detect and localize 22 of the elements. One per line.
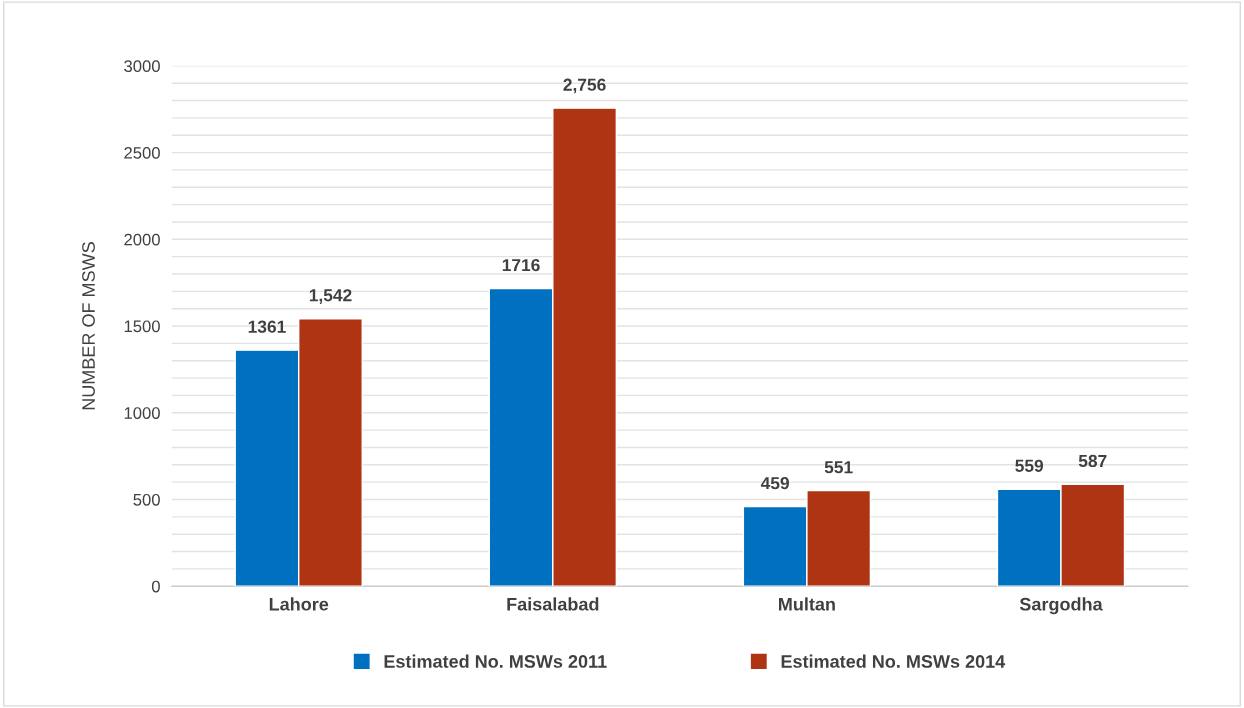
data-label: 1716 [502,258,540,272]
data-label: 587 [1078,454,1107,468]
data-label: 1361 [248,320,286,333]
y-tick-label: 0 [151,580,160,593]
data-label: 559 [1015,459,1044,472]
y-tick-label: 500 [133,493,160,506]
y-tick-label: 2500 [124,146,160,159]
legend-label: Estimated No. MSWs 2011 [384,654,607,668]
x-tick-label: Sargodha [1019,597,1103,615]
legend-label: Estimated No. MSWs 2014 [781,654,1006,668]
y-axis-title: NUMBER OF MSWS [82,242,95,410]
y-tick-label: 2000 [124,233,160,246]
data-label: 2,756 [563,78,606,94]
x-tick-label: Multan [779,597,835,611]
y-tick-label: 3000 [124,60,160,73]
x-tick-label: Faisalabad [507,597,599,611]
y-tick-label: 1500 [124,320,160,333]
x-tick-label: Lahore [269,597,329,611]
y-tick-label: 1000 [124,407,160,419]
data-label: 459 [760,476,789,490]
data-label: 1,542 [309,289,352,304]
data-label: 551 [824,461,853,474]
